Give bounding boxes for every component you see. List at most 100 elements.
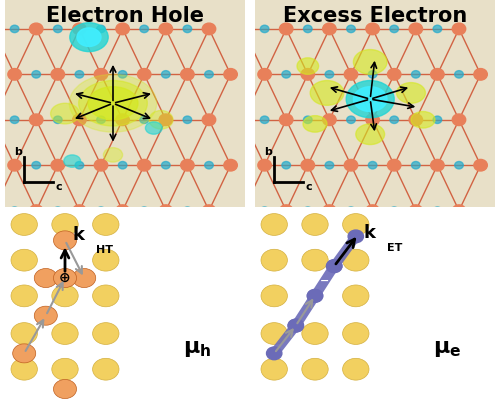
Circle shape: [288, 319, 304, 332]
Circle shape: [282, 161, 290, 169]
Circle shape: [409, 114, 422, 126]
Circle shape: [159, 114, 172, 126]
Circle shape: [474, 69, 488, 80]
Text: Excess Electron: Excess Electron: [283, 6, 467, 26]
Circle shape: [52, 358, 78, 380]
Circle shape: [34, 306, 58, 325]
Circle shape: [260, 207, 269, 214]
Circle shape: [52, 323, 78, 344]
Circle shape: [452, 205, 466, 216]
Circle shape: [11, 323, 38, 344]
Circle shape: [322, 205, 336, 216]
Circle shape: [342, 323, 369, 344]
Circle shape: [301, 159, 314, 171]
Circle shape: [54, 207, 62, 214]
Circle shape: [140, 25, 148, 33]
Circle shape: [322, 23, 336, 35]
Circle shape: [34, 268, 58, 287]
Circle shape: [390, 116, 398, 123]
Circle shape: [452, 114, 466, 126]
Circle shape: [302, 323, 328, 344]
Circle shape: [204, 71, 214, 78]
Circle shape: [433, 207, 442, 214]
Ellipse shape: [64, 155, 80, 167]
Circle shape: [261, 214, 287, 235]
Ellipse shape: [104, 147, 122, 162]
Ellipse shape: [149, 110, 173, 129]
Circle shape: [390, 25, 398, 33]
Ellipse shape: [70, 23, 108, 52]
Circle shape: [280, 23, 293, 35]
Circle shape: [8, 159, 22, 171]
Circle shape: [412, 161, 420, 169]
Circle shape: [302, 249, 328, 271]
Circle shape: [308, 290, 322, 302]
Circle shape: [454, 161, 464, 169]
Circle shape: [344, 159, 358, 171]
Text: Electron Hole: Electron Hole: [46, 6, 204, 26]
Circle shape: [348, 230, 364, 243]
Circle shape: [288, 319, 304, 332]
Circle shape: [75, 71, 84, 78]
Circle shape: [236, 205, 250, 216]
Circle shape: [10, 25, 19, 33]
Circle shape: [346, 207, 356, 214]
Ellipse shape: [77, 28, 101, 47]
Text: b: b: [14, 147, 22, 157]
Circle shape: [52, 285, 78, 307]
Circle shape: [308, 290, 322, 302]
Circle shape: [162, 161, 170, 169]
Circle shape: [342, 285, 369, 307]
Circle shape: [368, 161, 377, 169]
Circle shape: [94, 69, 108, 80]
Circle shape: [159, 205, 172, 216]
Circle shape: [10, 116, 19, 123]
Circle shape: [72, 114, 86, 126]
Circle shape: [346, 25, 356, 33]
Ellipse shape: [356, 124, 384, 145]
Circle shape: [51, 69, 64, 80]
Circle shape: [11, 285, 38, 307]
Circle shape: [304, 207, 312, 214]
Circle shape: [325, 161, 334, 169]
Circle shape: [280, 114, 293, 126]
Circle shape: [183, 116, 192, 123]
Text: −: −: [320, 276, 330, 286]
Ellipse shape: [303, 116, 327, 132]
Circle shape: [54, 380, 76, 399]
Circle shape: [202, 23, 215, 35]
Ellipse shape: [297, 58, 318, 74]
Circle shape: [322, 114, 336, 126]
Circle shape: [280, 205, 293, 216]
Circle shape: [261, 358, 287, 380]
Circle shape: [266, 347, 282, 360]
Circle shape: [409, 205, 422, 216]
Circle shape: [261, 323, 287, 344]
Circle shape: [118, 71, 127, 78]
Circle shape: [92, 285, 119, 307]
Circle shape: [8, 69, 22, 80]
Circle shape: [236, 23, 250, 35]
Circle shape: [474, 159, 488, 171]
Circle shape: [32, 71, 40, 78]
Circle shape: [183, 25, 192, 33]
Circle shape: [409, 23, 422, 35]
Circle shape: [366, 23, 380, 35]
Circle shape: [433, 116, 442, 123]
Circle shape: [430, 69, 444, 80]
Circle shape: [258, 159, 272, 171]
Circle shape: [183, 207, 192, 214]
Circle shape: [202, 205, 215, 216]
Text: $\mathbf{k}$: $\mathbf{k}$: [363, 224, 378, 242]
Circle shape: [72, 205, 86, 216]
Ellipse shape: [50, 103, 80, 124]
Circle shape: [260, 116, 269, 123]
Circle shape: [346, 116, 356, 123]
Circle shape: [118, 161, 127, 169]
Circle shape: [116, 114, 130, 126]
Circle shape: [302, 214, 328, 235]
Text: HT: HT: [96, 245, 113, 255]
Ellipse shape: [310, 81, 344, 105]
Text: ET: ET: [387, 243, 402, 253]
Circle shape: [94, 159, 108, 171]
